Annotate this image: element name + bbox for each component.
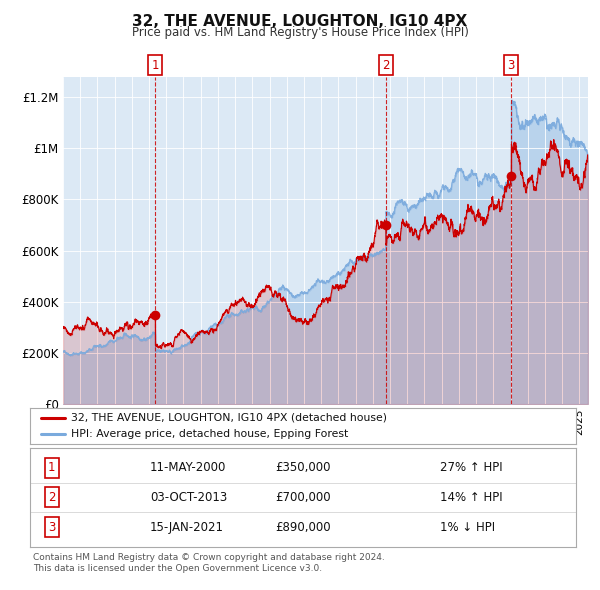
Text: 15-JAN-2021: 15-JAN-2021 [150,520,224,533]
Text: 1: 1 [48,461,56,474]
Text: 3: 3 [508,59,515,72]
Text: 27% ↑ HPI: 27% ↑ HPI [439,461,502,474]
Text: Contains HM Land Registry data © Crown copyright and database right 2024.: Contains HM Land Registry data © Crown c… [33,553,385,562]
Text: 1: 1 [152,59,159,72]
Text: £890,000: £890,000 [275,520,331,533]
Text: Price paid vs. HM Land Registry's House Price Index (HPI): Price paid vs. HM Land Registry's House … [131,26,469,39]
Text: 3: 3 [48,520,56,533]
Text: 32, THE AVENUE, LOUGHTON, IG10 4PX (detached house): 32, THE AVENUE, LOUGHTON, IG10 4PX (deta… [71,413,387,423]
Text: 14% ↑ HPI: 14% ↑ HPI [439,491,502,504]
Text: This data is licensed under the Open Government Licence v3.0.: This data is licensed under the Open Gov… [33,565,322,573]
Text: 03-OCT-2013: 03-OCT-2013 [150,491,227,504]
Text: £350,000: £350,000 [275,461,331,474]
Text: 11-MAY-2000: 11-MAY-2000 [150,461,226,474]
Text: 1% ↓ HPI: 1% ↓ HPI [439,520,494,533]
Text: 2: 2 [48,491,56,504]
Text: HPI: Average price, detached house, Epping Forest: HPI: Average price, detached house, Eppi… [71,429,348,439]
Text: 32, THE AVENUE, LOUGHTON, IG10 4PX: 32, THE AVENUE, LOUGHTON, IG10 4PX [133,14,467,28]
Text: 2: 2 [382,59,389,72]
Text: £700,000: £700,000 [275,491,331,504]
